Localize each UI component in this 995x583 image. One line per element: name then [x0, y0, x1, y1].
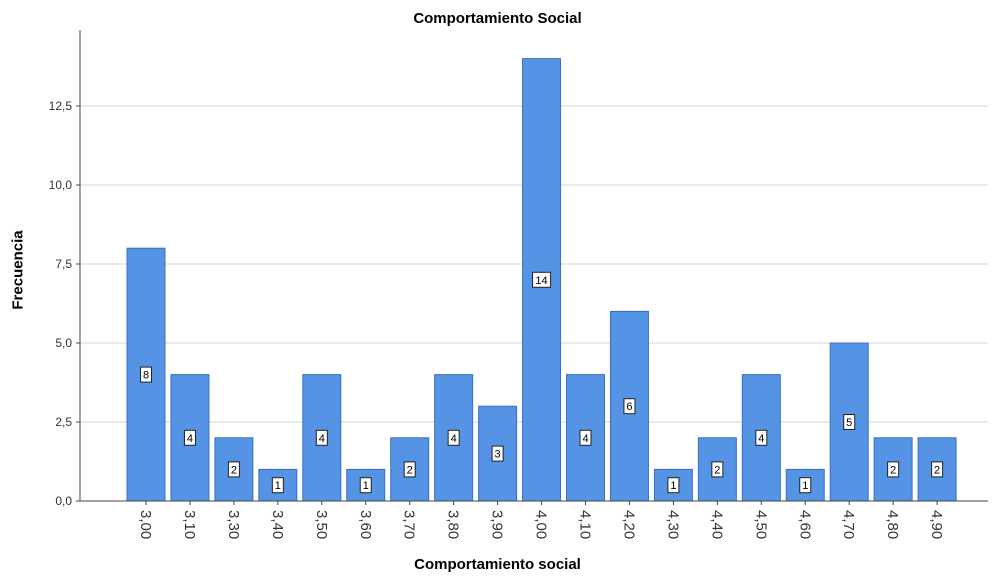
- x-tick-label: 4,70: [840, 510, 857, 539]
- data-label-box: [887, 461, 900, 478]
- data-label: 4: [758, 433, 764, 445]
- data-label: 1: [802, 480, 808, 492]
- data-label-box: [227, 461, 240, 478]
- x-tick-label: 4,00: [533, 510, 550, 539]
- data-label-box: [755, 429, 768, 446]
- x-tick-label: 4,60: [796, 510, 813, 539]
- data-label: 14: [535, 275, 547, 287]
- data-label-box: [931, 461, 944, 478]
- x-tick-label: 3,50: [313, 510, 330, 539]
- x-tick-label: 3,90: [489, 510, 506, 539]
- bar: [170, 374, 210, 502]
- x-tick-label: 4,90: [928, 510, 945, 539]
- data-label-box: [140, 366, 152, 383]
- data-label-box: [183, 429, 196, 446]
- x-tick-label: 3,80: [445, 510, 462, 539]
- data-label-box: [315, 429, 328, 446]
- x-tick-label: 4,50: [752, 510, 769, 539]
- data-label-box: [843, 414, 856, 430]
- data-label: 2: [934, 464, 940, 476]
- x-tick-label: 4,30: [664, 510, 681, 539]
- data-label: 1: [670, 480, 676, 492]
- data-label: 4: [187, 433, 193, 445]
- y-tick-label: 10,0: [49, 178, 73, 192]
- x-tick-label: 4,40: [708, 510, 725, 539]
- data-label-box: [623, 398, 636, 415]
- y-tick-label: 0,0: [55, 494, 72, 508]
- data-label: 4: [451, 433, 457, 445]
- x-tick-label: 3,60: [357, 510, 374, 539]
- x-tick-label: 4,80: [884, 510, 901, 539]
- data-label: 3: [495, 449, 501, 461]
- data-label: 2: [714, 464, 720, 476]
- bar: [741, 374, 781, 502]
- x-tick-label: 3,70: [401, 510, 418, 539]
- x-tick-label: 4,10: [577, 510, 594, 539]
- x-tick-label: 3,00: [137, 510, 154, 539]
- data-label-box: [403, 461, 416, 478]
- y-tick-label: 2,5: [55, 415, 72, 429]
- x-tick-label: 4,20: [620, 510, 637, 539]
- data-label-box: [711, 461, 724, 478]
- data-label-box: [359, 477, 372, 494]
- data-label: 6: [626, 401, 632, 413]
- data-label: 8: [143, 370, 149, 382]
- data-label-box: [667, 477, 680, 494]
- data-label: 4: [319, 433, 325, 445]
- data-label: 5: [846, 417, 852, 429]
- x-tick-label: 3,30: [225, 510, 242, 539]
- data-label: 4: [582, 433, 588, 445]
- data-label-box: [447, 429, 460, 446]
- data-label-box: [491, 445, 504, 462]
- bar: [522, 58, 562, 502]
- x-tick-label: 3,10: [181, 510, 198, 539]
- data-label-box: [579, 429, 592, 446]
- x-axis-title: Comportamiento social: [414, 556, 581, 573]
- data-label: 2: [890, 464, 896, 476]
- y-tick-label: 12,5: [49, 99, 73, 113]
- y-tick-label: 5,0: [55, 336, 72, 350]
- chart-title: Comportamiento Social: [413, 10, 582, 27]
- data-label: 1: [363, 480, 369, 492]
- data-label-box: [271, 477, 284, 494]
- axes: 0,0 2,5 5,0 7,5 10,0 12,5 3,00 3,10 3,30 3,40 3,50…: [49, 30, 988, 539]
- data-label: 2: [231, 464, 237, 476]
- y-tick-label: 7,5: [55, 257, 72, 271]
- x-tick-label: 3,40: [269, 510, 286, 539]
- data-label-box: [532, 271, 552, 288]
- data-label: 1: [275, 480, 281, 492]
- data-label: 2: [407, 464, 413, 476]
- data-label-box: [799, 477, 812, 494]
